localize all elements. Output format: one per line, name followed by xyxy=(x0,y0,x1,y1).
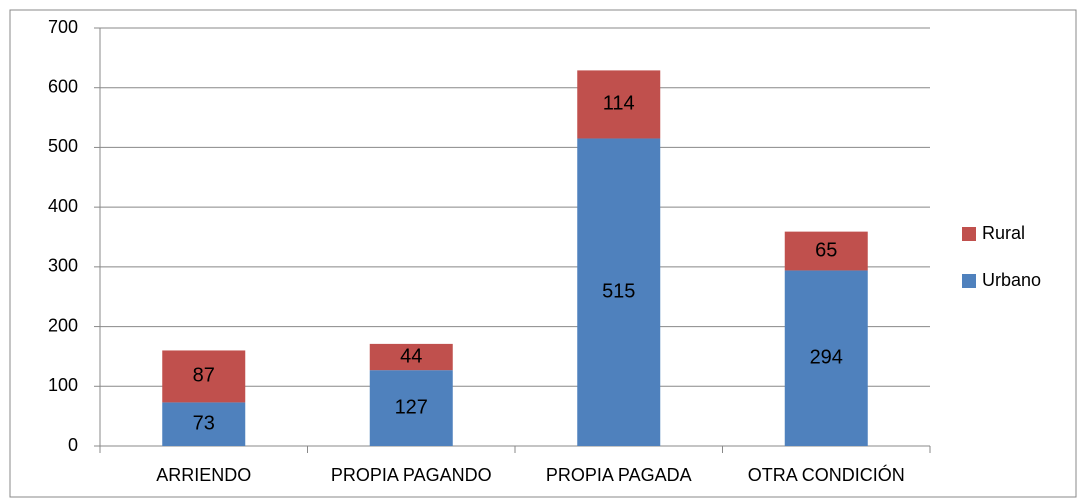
bar-segment xyxy=(577,138,661,446)
legend-label: Urbano xyxy=(982,270,1041,290)
y-tick-label: 400 xyxy=(48,196,78,216)
data-label: 65 xyxy=(815,239,837,261)
data-label: 73 xyxy=(193,412,215,434)
data-label: 294 xyxy=(810,347,843,369)
bar-segment xyxy=(162,350,246,403)
y-tick-label: 200 xyxy=(48,315,78,335)
y-tick-label: 500 xyxy=(48,136,78,156)
bar-segment xyxy=(369,343,453,371)
legend-swatch xyxy=(962,227,976,241)
y-tick-label: 100 xyxy=(48,375,78,395)
y-tick-label: 300 xyxy=(48,256,78,276)
bar-segment xyxy=(162,402,246,446)
y-tick-label: 700 xyxy=(48,17,78,37)
legend-label: Rural xyxy=(982,223,1025,243)
data-label: 44 xyxy=(400,345,422,367)
data-label: 87 xyxy=(193,365,215,387)
data-label: 127 xyxy=(395,396,428,418)
bar-segment xyxy=(369,370,453,446)
legend-swatch xyxy=(962,274,976,288)
data-label: 114 xyxy=(603,93,635,115)
bar-segment xyxy=(577,70,661,139)
bar-segment xyxy=(784,231,868,271)
y-tick-label: 0 xyxy=(68,435,78,455)
data-label: 515 xyxy=(602,281,635,303)
y-tick-label: 600 xyxy=(48,76,78,96)
x-tick-label: OTRA CONDICIÓN xyxy=(748,464,905,485)
bar-segment xyxy=(784,270,868,446)
x-tick-label: PROPIA PAGANDO xyxy=(331,465,492,485)
x-tick-label: ARRIENDO xyxy=(156,465,251,485)
x-tick-label: PROPIA PAGADA xyxy=(546,465,692,485)
